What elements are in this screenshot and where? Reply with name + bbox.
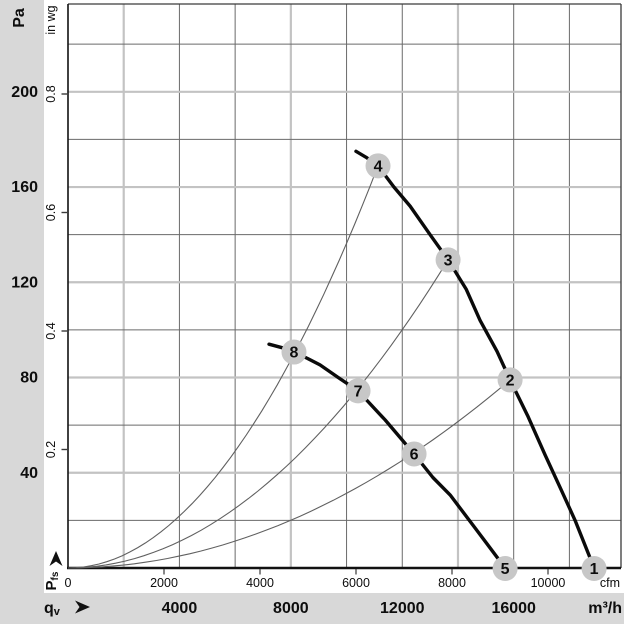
cfm-tick-label-2000: 2000 xyxy=(150,576,178,590)
pa-tick-label-200: 200 xyxy=(11,84,38,101)
cfm-tick-label-0: 0 xyxy=(65,576,72,590)
operating-point-number-6: 6 xyxy=(410,446,419,463)
operating-point-circle-2 xyxy=(497,367,523,393)
pa-tick-label-160: 160 xyxy=(11,179,38,196)
m3h-tick-label-4000: 4000 xyxy=(162,600,198,617)
m3h-tick-label-12000: 12000 xyxy=(380,600,425,617)
operating-point-number-1: 1 xyxy=(590,561,599,578)
operating-point-number-3: 3 xyxy=(444,252,453,269)
operating-point-6: 6 xyxy=(401,441,427,467)
cfm-tick-label-6000: 6000 xyxy=(342,576,370,590)
pa-unit-label: Pa xyxy=(11,8,28,28)
system-curves-group xyxy=(67,165,511,569)
pa-tick-label-80: 80 xyxy=(20,370,38,387)
chart-paper xyxy=(44,0,624,593)
operating-point-circle-6 xyxy=(401,441,427,467)
system-curve-b xyxy=(67,259,449,569)
cfm-tick-label-8000: 8000 xyxy=(438,576,466,590)
grid-group xyxy=(68,4,621,568)
operating-point-number-4: 4 xyxy=(374,158,383,175)
operating-point-circle-4 xyxy=(365,153,391,179)
inwg-tick-label-0.4: 0.4 xyxy=(44,322,58,339)
operating-point-number-5: 5 xyxy=(501,561,510,578)
operating-point-number-2: 2 xyxy=(506,372,515,389)
tick-group xyxy=(61,93,549,575)
operating-point-8: 8 xyxy=(281,339,307,365)
operating-point-7: 7 xyxy=(345,378,371,404)
flow-right-arrow-icon xyxy=(75,600,90,614)
cfm-tick-label-10000: 10000 xyxy=(531,576,566,590)
operating-point-circle-3 xyxy=(435,247,461,273)
operating-point-2: 2 xyxy=(497,367,523,393)
m3h-tick-label-16000: 16000 xyxy=(491,600,536,617)
m3h-tick-label-8000: 8000 xyxy=(273,600,309,617)
operating-point-4: 4 xyxy=(365,153,391,179)
pa-tick-label-40: 40 xyxy=(20,465,38,482)
chart-frame-group xyxy=(67,3,622,570)
inwg-tick-label-0.8: 0.8 xyxy=(44,85,58,102)
operating-point-circle-5 xyxy=(492,556,518,581)
operating-point-circle-8 xyxy=(281,339,307,365)
inwg-tick-label-0.2: 0.2 xyxy=(44,441,58,458)
inwg-tick-label-0.6: 0.6 xyxy=(44,204,58,221)
operating-points-group: 1 2 3 4 5 6 7 8 xyxy=(281,153,607,581)
pa-tick-label-120: 120 xyxy=(11,274,38,291)
m3h-unit-label: m³/h xyxy=(588,600,622,617)
system-curve-c xyxy=(67,379,511,569)
cfm-tick-label-4000: 4000 xyxy=(246,576,274,590)
pressure-up-arrow-icon xyxy=(49,551,63,566)
system-curve-a xyxy=(67,165,379,569)
operating-point-number-8: 8 xyxy=(290,345,299,362)
operating-point-circle-7 xyxy=(345,378,371,404)
cfm-unit-label: cfm xyxy=(600,576,620,590)
inwg-unit-label: in wg xyxy=(44,5,58,34)
high-speed-curve xyxy=(354,149,596,570)
operating-point-circle-1 xyxy=(581,556,607,581)
operating-point-1: 1 xyxy=(581,556,607,581)
operating-point-number-7: 7 xyxy=(354,383,363,400)
operating-point-3: 3 xyxy=(435,247,461,273)
operating-point-5: 5 xyxy=(492,556,518,581)
